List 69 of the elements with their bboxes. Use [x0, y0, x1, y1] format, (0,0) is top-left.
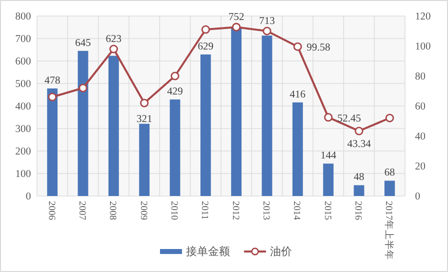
point	[385, 114, 394, 122]
point	[140, 98, 149, 108]
point	[354, 126, 364, 136]
y2-tick-label: 80	[415, 72, 426, 82]
x-tick-label: 2007	[76, 201, 86, 220]
x-tick-label: 2012	[230, 201, 240, 220]
bar	[139, 124, 150, 196]
x-tick-label: 2016	[352, 201, 362, 220]
bar	[231, 26, 242, 196]
x-tick-label: 2009	[138, 201, 148, 220]
point	[232, 22, 241, 32]
data-label: 623	[106, 34, 122, 45]
bar	[292, 102, 303, 196]
point	[170, 72, 180, 80]
data-label: 416	[290, 89, 306, 100]
data-label: 43.34	[347, 138, 372, 150]
data-label: 478	[44, 75, 60, 86]
point	[48, 92, 57, 102]
data-label: 144	[320, 150, 337, 162]
y-tick-label: 800	[15, 12, 31, 22]
bar	[170, 99, 180, 196]
data-label: 99.58	[306, 42, 330, 54]
y2-tick-label: 0	[415, 192, 420, 202]
bar	[108, 56, 119, 196]
y-tick-label: 400	[15, 102, 31, 112]
bar	[78, 50, 88, 196]
x-tick-label: 2006	[46, 201, 56, 220]
y2-tick-label: 40	[415, 132, 426, 142]
y-tick-label: 100	[15, 169, 31, 180]
y-tick-label: 300	[15, 124, 31, 135]
data-label: 645	[75, 38, 91, 49]
x-tick-label: 2015	[322, 201, 332, 220]
data-label: 752	[228, 12, 244, 24]
bar	[384, 180, 395, 196]
y-tick-label: 500	[15, 79, 31, 90]
bar	[262, 36, 272, 196]
point	[293, 42, 302, 51]
point	[324, 113, 333, 122]
data-label: 52.45	[337, 113, 361, 124]
y-tick-label: 200	[15, 146, 31, 158]
x-tick-label: 2017年上半年	[383, 201, 396, 260]
data-label: 48	[354, 172, 364, 184]
x-tick-label: 2013	[260, 201, 270, 220]
y2-tick-label: 20	[415, 162, 426, 172]
y2-tick-label: 60	[415, 102, 426, 112]
data-label: 713	[259, 16, 275, 27]
data-label: 429	[167, 86, 183, 98]
point	[201, 25, 210, 34]
y-tick-label: 600	[15, 56, 31, 68]
y-tick-label: 0	[26, 192, 31, 202]
x-tick-label: 2011	[199, 201, 210, 220]
point	[78, 84, 88, 92]
bar	[47, 88, 58, 196]
bar	[354, 185, 364, 196]
y2-tick-label: 120	[415, 12, 431, 22]
bar	[323, 164, 334, 196]
x-tick-label: 2014	[291, 201, 302, 220]
data-label: 629	[198, 41, 214, 52]
legend-label: 接单金额	[186, 245, 230, 258]
point	[262, 26, 272, 36]
data-label: 68	[384, 168, 395, 179]
x-tick-label: 2008	[107, 201, 118, 220]
legend-label: 油价	[270, 245, 292, 258]
bar	[200, 54, 211, 196]
y-tick-label: 700	[15, 34, 31, 45]
data-label: 321	[136, 114, 152, 125]
y2-tick-label: 100	[415, 42, 431, 52]
point	[109, 44, 118, 54]
x-tick-label: 2010	[168, 201, 178, 220]
